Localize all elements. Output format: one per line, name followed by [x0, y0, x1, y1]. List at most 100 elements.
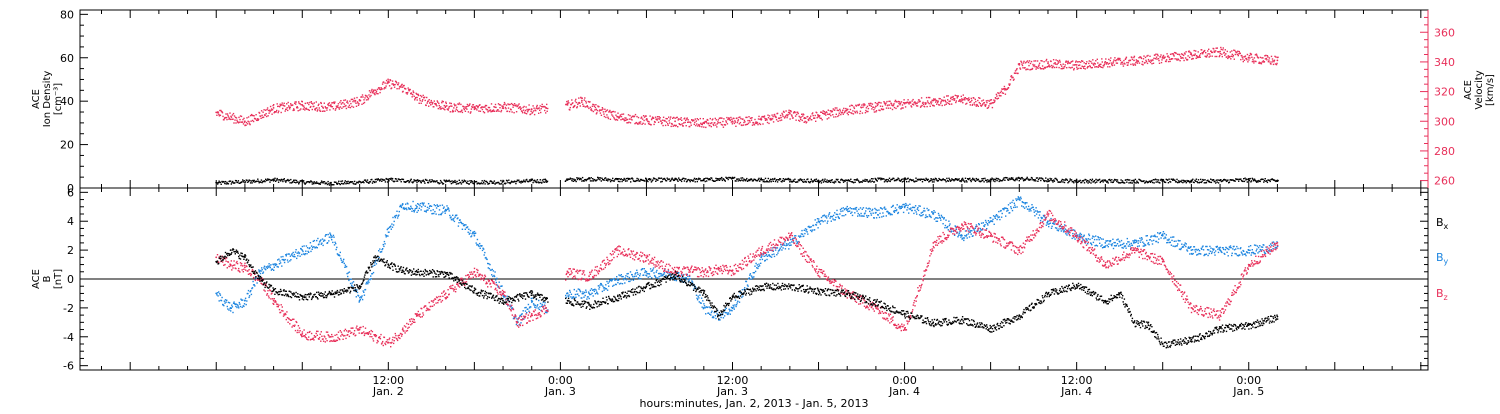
- density-series-point: [934, 179, 935, 180]
- velocity-series-point: [547, 108, 548, 109]
- by-series-point: [227, 308, 228, 309]
- by-series-point: [726, 312, 727, 313]
- velocity-series-point: [350, 103, 351, 104]
- velocity-series-point: [547, 111, 548, 112]
- by-series-point: [216, 294, 217, 295]
- velocity-series-point: [324, 103, 325, 104]
- velocity-series-point: [998, 93, 999, 94]
- velocity-series-point: [518, 103, 519, 104]
- velocity-series-point: [284, 105, 285, 106]
- density-series-point: [494, 180, 495, 181]
- velocity-series-point: [953, 96, 954, 97]
- velocity-series-point: [1159, 63, 1160, 64]
- density-series-point: [1129, 179, 1130, 180]
- density-series-point: [821, 182, 822, 183]
- density-series-point: [728, 179, 729, 180]
- by-series-point: [346, 266, 347, 267]
- velocity-series-point: [1182, 57, 1183, 58]
- velocity-series-point: [1237, 51, 1238, 52]
- velocity-series-point: [361, 96, 362, 97]
- density-series-point: [543, 181, 544, 182]
- velocity-series-point: [1114, 64, 1115, 65]
- velocity-series-point: [1251, 54, 1252, 55]
- velocity-series-point: [1096, 66, 1097, 67]
- by-series-point: [250, 290, 251, 291]
- by-series-point: [391, 229, 392, 230]
- velocity-series-point: [407, 92, 408, 93]
- velocity-series-point: [1161, 62, 1162, 63]
- by-series-point: [260, 273, 261, 274]
- by-series-point: [353, 281, 354, 282]
- density-series-point: [1152, 182, 1153, 183]
- by-series-point: [582, 293, 583, 294]
- velocity-series-point: [1012, 77, 1013, 78]
- velocity-series-point: [690, 122, 691, 123]
- velocity-series-point: [966, 103, 967, 104]
- density-series-point: [1128, 182, 1129, 183]
- by-series-point: [382, 248, 383, 249]
- velocity-series-point: [1149, 61, 1150, 62]
- velocity-series-point: [946, 95, 947, 96]
- density-series-point: [500, 180, 501, 181]
- by-series-point: [634, 276, 635, 277]
- velocity-series-point: [985, 106, 986, 107]
- velocity-series-point: [353, 107, 354, 108]
- velocity-series-point: [1137, 62, 1138, 63]
- velocity-series-point: [498, 111, 499, 112]
- velocity-series-point: [691, 125, 692, 126]
- velocity-series-point: [443, 101, 444, 102]
- velocity-series-point: [1141, 58, 1142, 59]
- by-series-point: [393, 224, 394, 225]
- velocity-series-point: [1207, 55, 1208, 56]
- velocity-series-point: [631, 119, 632, 120]
- by-series-point: [608, 286, 609, 287]
- velocity-series-point: [530, 114, 531, 115]
- velocity-series-point: [414, 99, 415, 100]
- velocity-series-point: [1189, 57, 1190, 58]
- velocity-series-point: [241, 116, 242, 117]
- density-series-point: [902, 181, 903, 182]
- velocity-series-point: [937, 102, 938, 103]
- velocity-series-point: [362, 94, 363, 95]
- velocity-series-point: [422, 99, 423, 100]
- density-series-point: [946, 178, 947, 179]
- velocity-series-point: [721, 118, 722, 119]
- velocity-series-point: [229, 118, 230, 119]
- by-series-point: [441, 213, 442, 214]
- by-series-point: [613, 285, 614, 286]
- density-series-point: [381, 181, 382, 182]
- by-series-point: [503, 296, 504, 297]
- density-series-point: [354, 181, 355, 182]
- density-series-point: [834, 182, 835, 183]
- by-series-point: [226, 300, 227, 301]
- velocity-series-point: [347, 102, 348, 103]
- velocity-series-point: [720, 122, 721, 123]
- velocity-series-point: [614, 111, 615, 112]
- by-series-point: [246, 300, 247, 301]
- velocity-series-point: [1001, 91, 1002, 92]
- by-series-point: [716, 313, 717, 314]
- density-series-point: [603, 180, 604, 181]
- by-series-point: [620, 283, 621, 284]
- velocity-series-point: [352, 99, 353, 100]
- density-series-point: [421, 182, 422, 183]
- velocity-series-point: [370, 95, 371, 96]
- by-series-point: [329, 237, 330, 238]
- density-series-point: [299, 182, 300, 183]
- density-series-point: [312, 183, 313, 184]
- density-series-point: [277, 179, 278, 180]
- by-series-point: [575, 294, 576, 295]
- density-series-point: [396, 178, 397, 179]
- velocity-series-point: [619, 116, 620, 117]
- density-series-point: [797, 181, 798, 182]
- by-series-point: [412, 201, 413, 202]
- by-series-point: [704, 305, 705, 306]
- velocity-series-point: [272, 109, 273, 110]
- density-series-point: [716, 180, 717, 181]
- velocity-series-point: [433, 106, 434, 107]
- density-series-anchor: [387, 178, 389, 180]
- velocity-series-point: [296, 101, 297, 102]
- by-series-point: [777, 247, 778, 248]
- velocity-series-point: [623, 113, 624, 114]
- velocity-series-point: [260, 116, 261, 117]
